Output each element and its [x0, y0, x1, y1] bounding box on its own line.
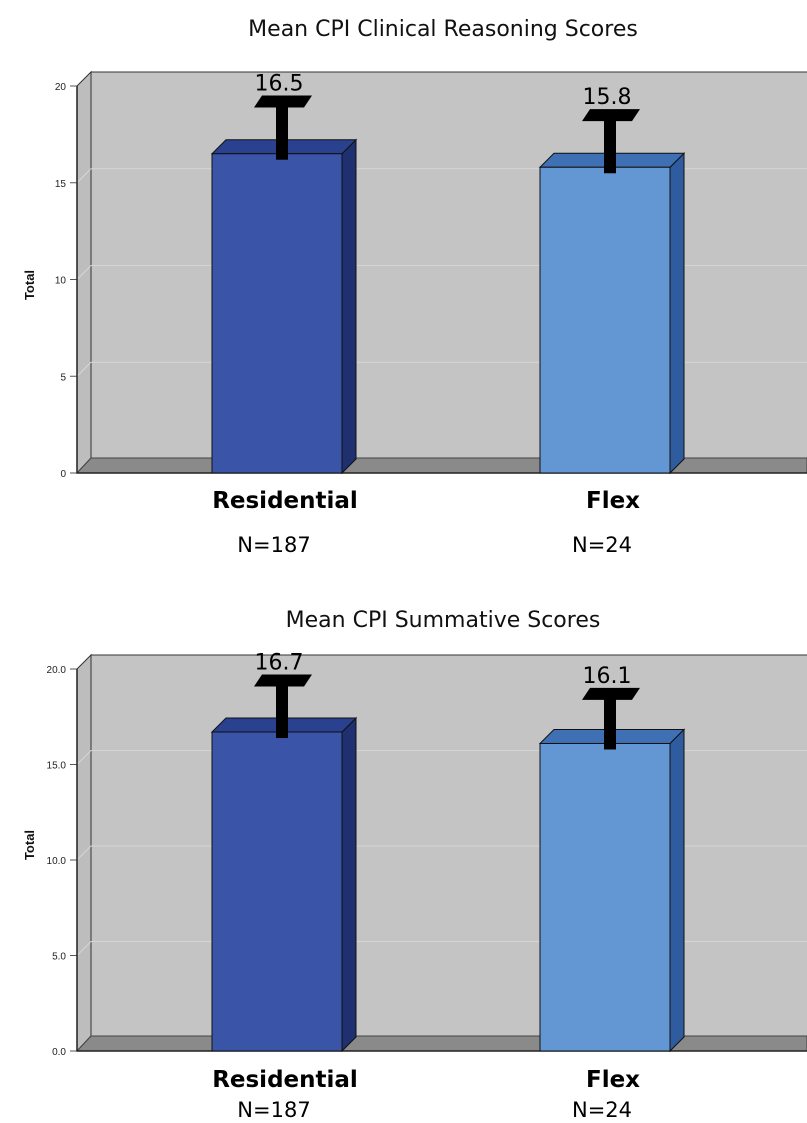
y-tick-label: 5.0 — [52, 952, 66, 963]
y-axis-label: Total — [22, 270, 37, 300]
bar-side-face — [669, 152, 685, 475]
error-bar-cap — [582, 687, 640, 700]
data-label: 15.8 — [583, 85, 632, 110]
bar-side-face — [669, 728, 685, 1053]
error-bar-cap — [582, 109, 640, 122]
y-tick-label: 10 — [55, 276, 67, 287]
error-bar-stem — [604, 691, 616, 750]
chart-title: Mean CPI Clinical Reasoning Scores — [248, 17, 638, 42]
x-tick-label: Flex — [586, 1067, 640, 1093]
bar — [539, 742, 671, 1052]
gridline-side — [76, 265, 92, 280]
y-tick-label: 20.0 — [47, 665, 67, 676]
data-label: 16.1 — [583, 664, 632, 689]
gridline-side — [76, 750, 92, 765]
bar — [539, 166, 671, 474]
gridline-side — [76, 168, 92, 184]
error-bar-stem — [276, 678, 288, 739]
chart-1: Mean CPI Clinical Reasoning Scores 0 5 10 15… — [22, 17, 807, 557]
y-tick-label: 5 — [60, 372, 66, 383]
chart-title: Mean CPI Summative Scores — [286, 608, 601, 633]
sample-size-label: N=187 — [237, 1098, 310, 1122]
bar — [211, 153, 343, 474]
plot-floor — [75, 457, 807, 474]
y-tick-label: 20 — [55, 82, 67, 93]
y-tick-label: 10.0 — [47, 856, 67, 867]
sample-size-label: N=24 — [572, 1098, 632, 1122]
y-axis-label: Total — [22, 830, 37, 860]
x-tick-label: Residential — [212, 1067, 358, 1093]
gridline-side — [76, 845, 92, 861]
y-tick-label: 0 — [60, 469, 66, 480]
data-label: 16.5 — [255, 72, 304, 97]
bar-side-face — [341, 138, 357, 475]
chart-2: Mean CPI Summative Scores 0.0 5.0 10.0 15.0 2… — [22, 608, 807, 1122]
error-bar-cap — [254, 95, 312, 108]
gridline-side — [76, 941, 92, 956]
plot-floor — [75, 1035, 807, 1052]
x-tick-label: Flex — [586, 488, 640, 514]
bar-side-face — [341, 716, 357, 1053]
data-label: 16.7 — [255, 651, 304, 676]
x-tick-label: Residential — [212, 488, 358, 514]
y-tick-label: 15.0 — [47, 761, 67, 772]
bar — [211, 731, 343, 1052]
y-tick-label: 15 — [55, 179, 67, 190]
error-bar-cap — [254, 674, 312, 687]
sample-size-label: N=187 — [237, 533, 310, 557]
error-bar-stem — [276, 99, 288, 160]
sample-size-label: N=24 — [572, 533, 632, 557]
y-tick-label: 0.0 — [52, 1047, 66, 1058]
gridline-side — [76, 361, 92, 377]
error-bar-stem — [604, 113, 616, 174]
